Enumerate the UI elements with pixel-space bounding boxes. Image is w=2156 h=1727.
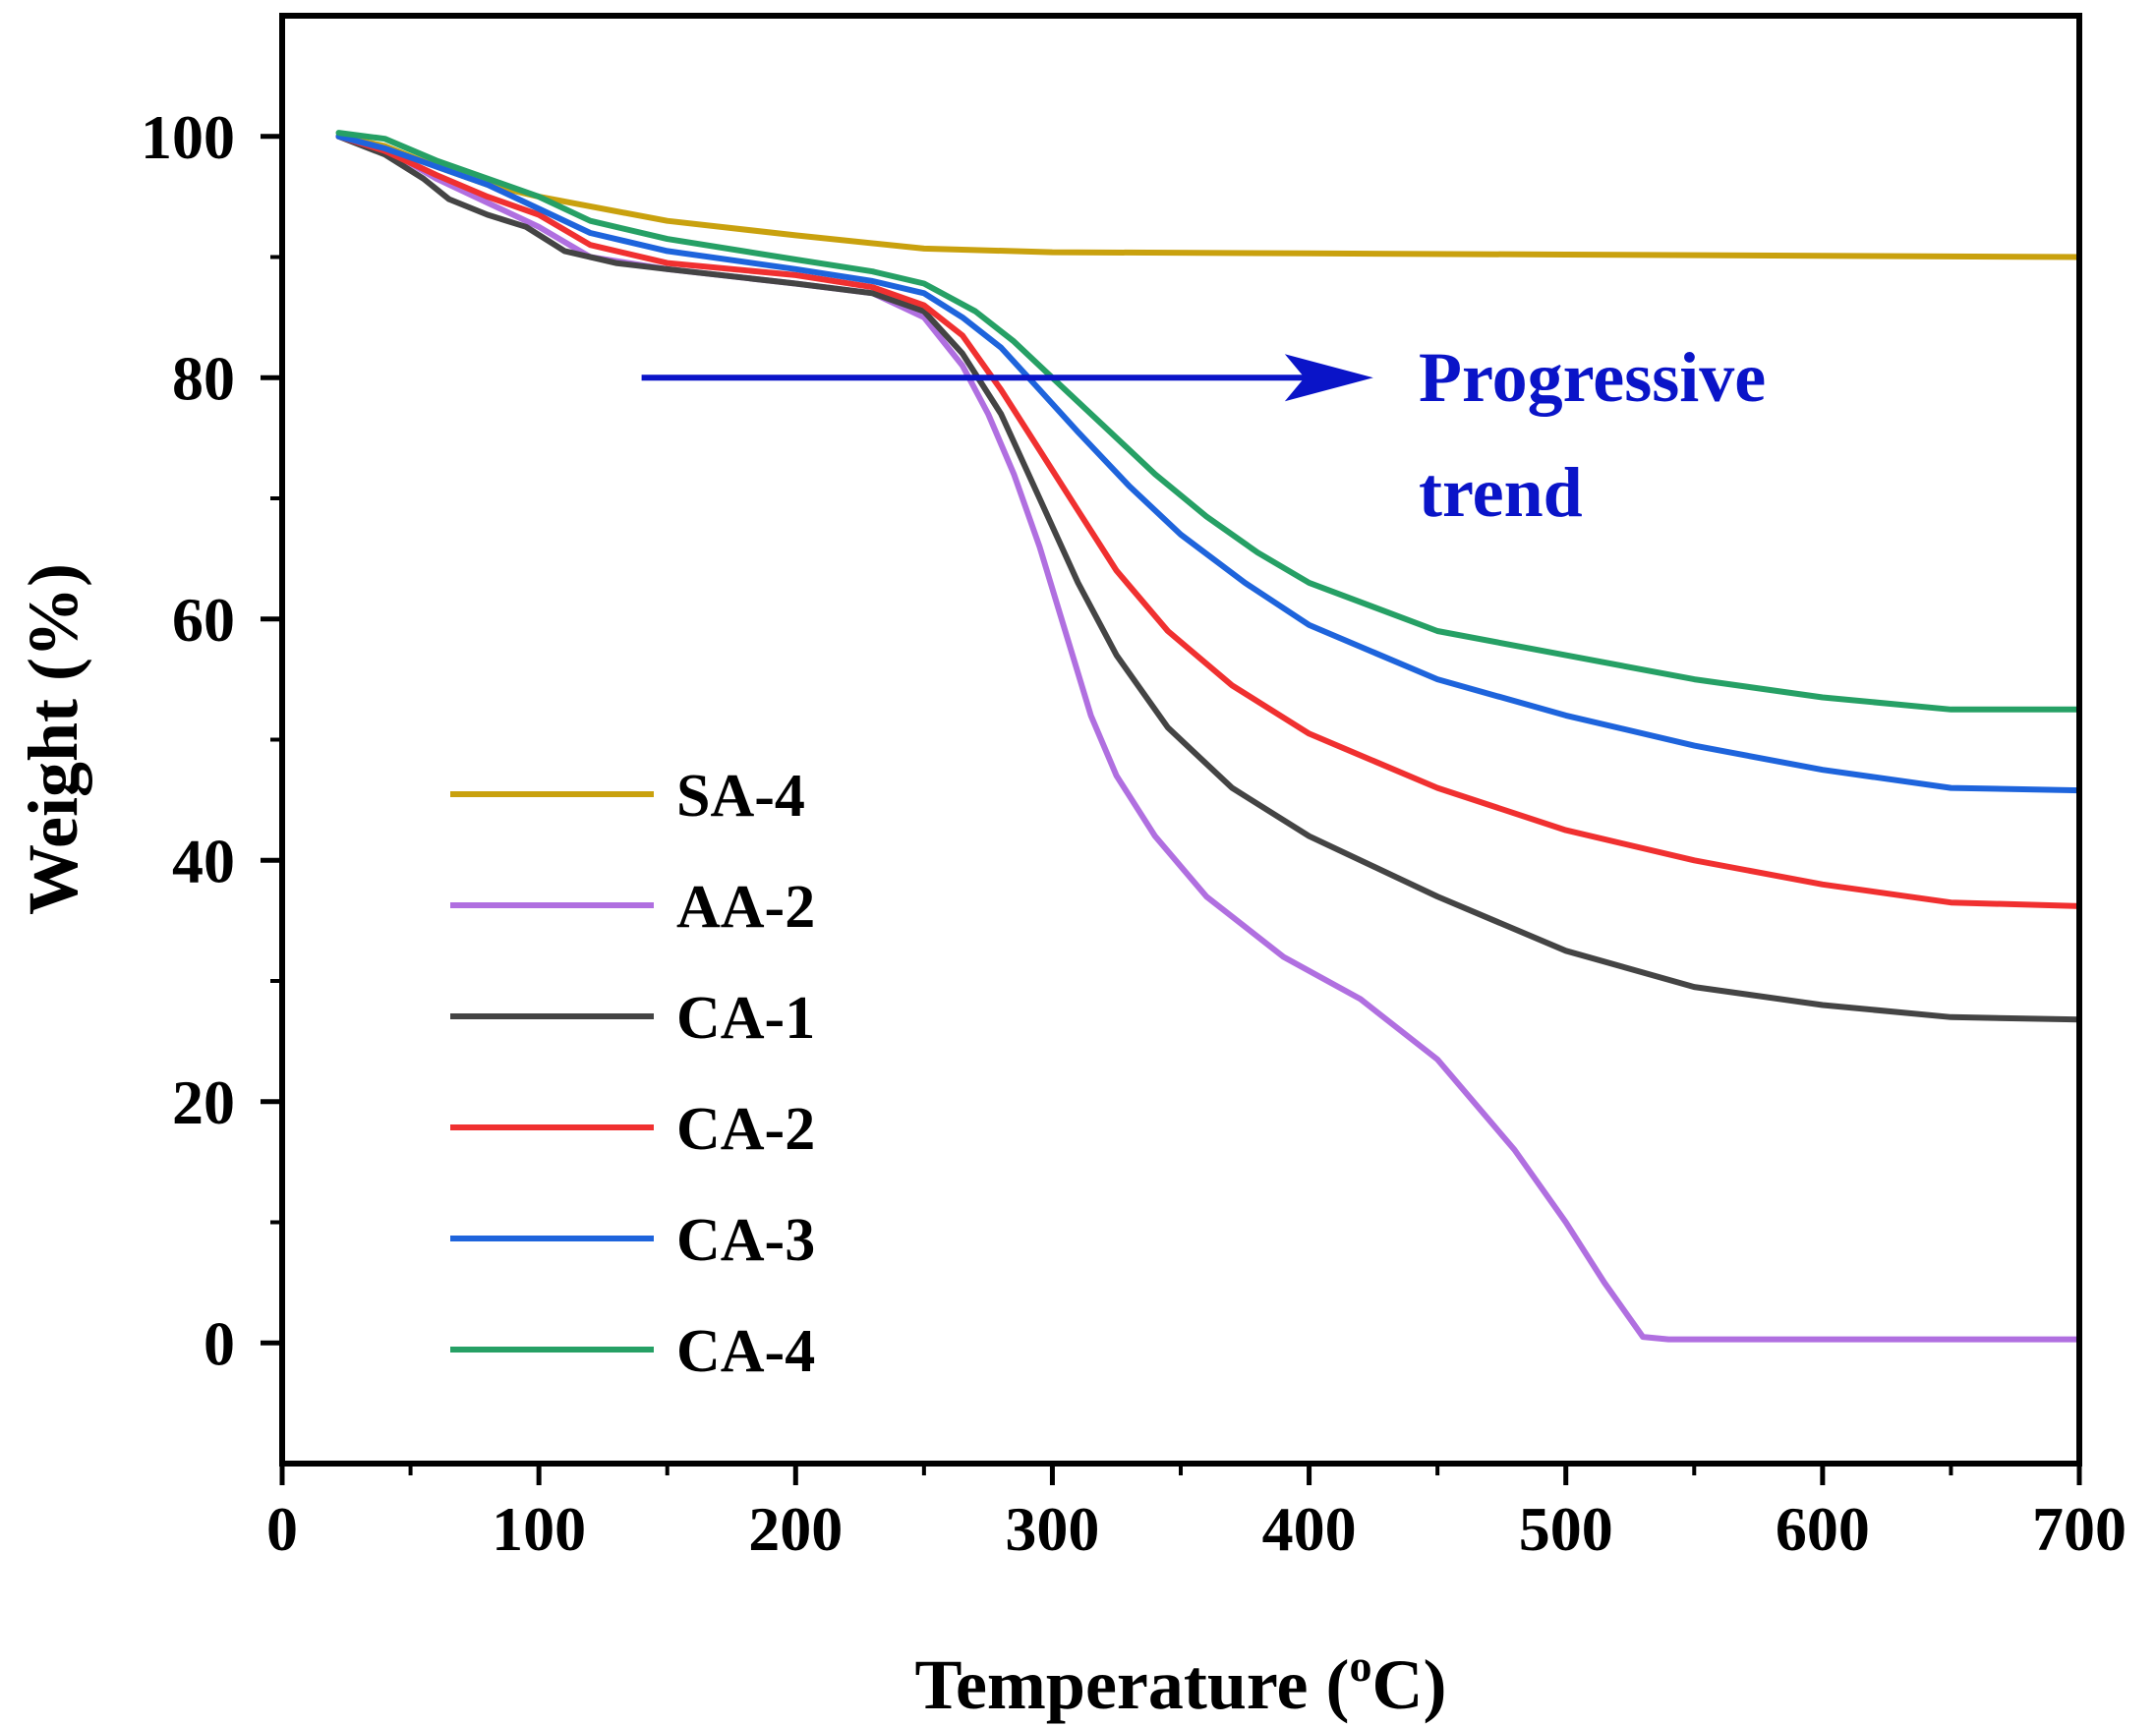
legend-label: CA-2 [676, 1096, 815, 1163]
annotation-text: trend [1419, 453, 1583, 532]
series-line-ca-3 [335, 133, 2082, 794]
series-line-ca-1 [335, 133, 2082, 1023]
legend-label: AA-2 [676, 874, 815, 941]
annotation: Progressive trend [641, 338, 1766, 532]
plot-series-layer [335, 130, 2082, 1343]
x-tick-label: 700 [2032, 1494, 2127, 1564]
y-tick-label: 40 [172, 826, 235, 895]
annotation-text: Progressive [1419, 338, 1766, 417]
y-tick-label: 0 [204, 1308, 235, 1378]
y-tick-label: 60 [172, 585, 235, 655]
arrow-head-icon [1284, 354, 1373, 402]
x-tick-label: 200 [748, 1494, 843, 1564]
legend-label: CA-1 [676, 985, 815, 1052]
series-line-ca-2 [335, 133, 2082, 909]
x-tick-label: 300 [1005, 1494, 1099, 1564]
x-tick-label: 400 [1262, 1494, 1357, 1564]
y-tick-label: 20 [172, 1067, 235, 1137]
x-tick-label: 0 [266, 1494, 298, 1564]
y-axis-title: Weight (%) [14, 563, 92, 915]
y-axis: 0 20 40 60 80 100 [141, 102, 282, 1378]
y-tick-label: 80 [172, 343, 235, 413]
series-line-ca-4 [335, 130, 2082, 713]
series-line-sa-4 [335, 133, 2082, 260]
y-tick-label: 100 [141, 102, 235, 172]
series-line-aa-2 [335, 133, 2082, 1343]
legend: SA-4 AA-2 CA-1 CA-2 CA-3 CA-4 [450, 763, 815, 1385]
x-axis: 0 100 200 300 400 500 600 700 [266, 1464, 2127, 1564]
legend-label: CA-3 [676, 1207, 815, 1274]
x-axis-title: Temperature (oC) [915, 1641, 1447, 1724]
legend-label: SA-4 [676, 763, 805, 830]
x-tick-label: 600 [1776, 1494, 1870, 1564]
x-tick-label: 500 [1519, 1494, 1613, 1564]
x-tick-label: 100 [492, 1494, 586, 1564]
legend-label: CA-4 [676, 1318, 815, 1385]
